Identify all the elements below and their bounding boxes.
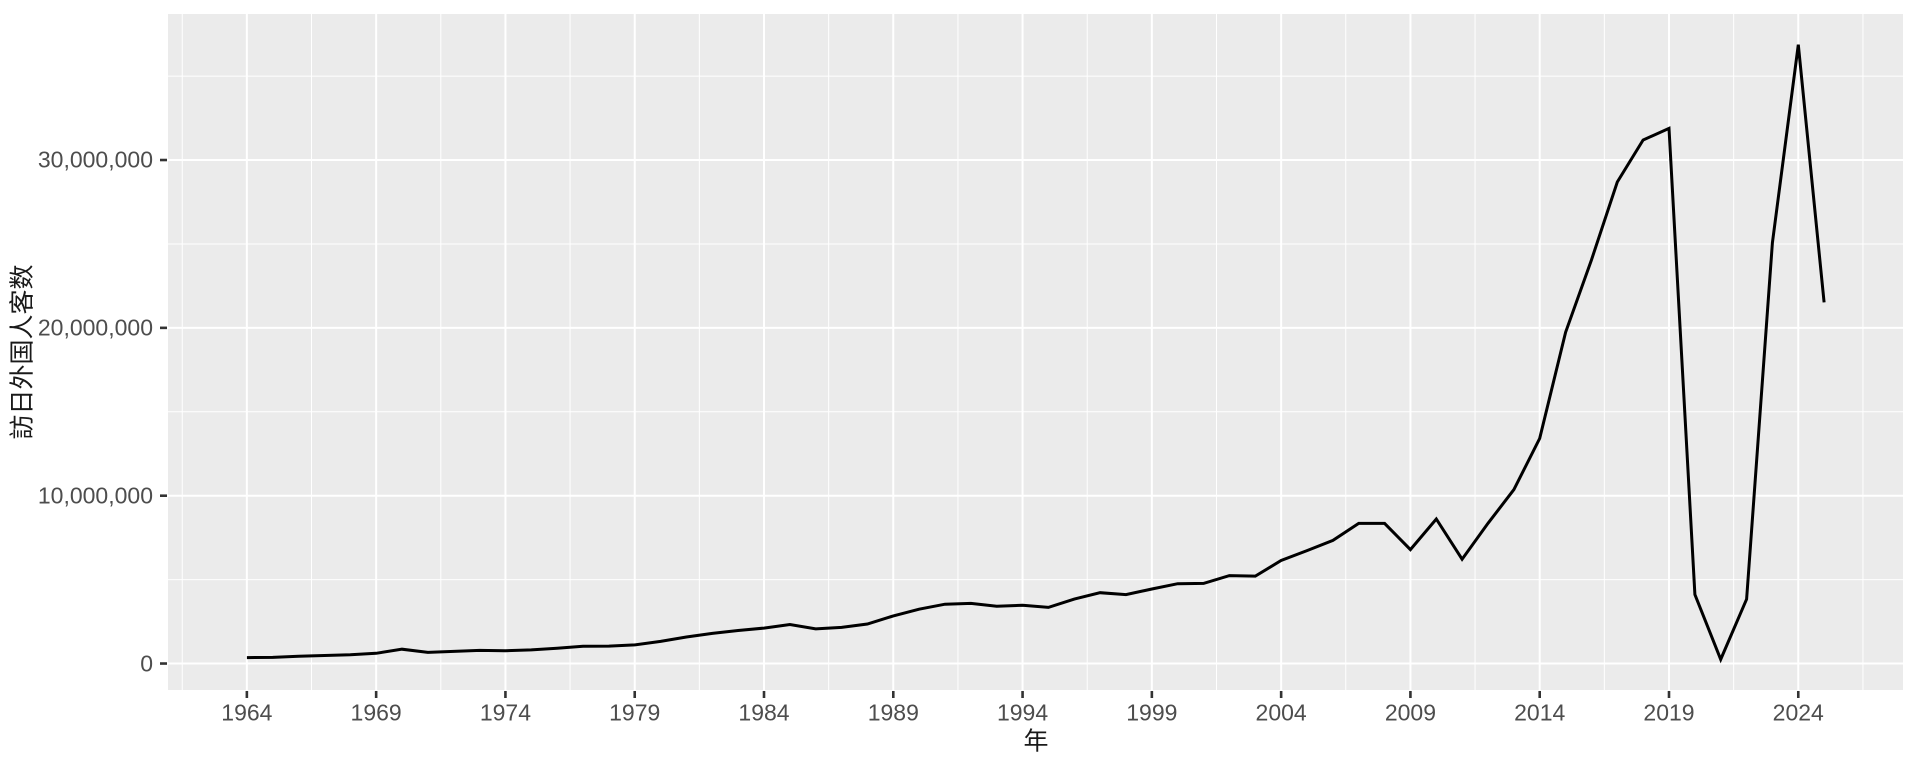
- plot-panel: [168, 14, 1903, 690]
- y-axis-title: 訪日外国人客数: [8, 264, 37, 440]
- x-tick-label: 1999: [1126, 699, 1178, 726]
- x-tick-label: 1969: [350, 699, 402, 726]
- x-tick-label: 1984: [738, 699, 790, 726]
- x-axis-title: 年: [1023, 727, 1049, 756]
- x-tick-label: 2009: [1384, 699, 1437, 726]
- x-tick-label: 2019: [1643, 699, 1695, 726]
- x-tick-label: 2004: [1255, 699, 1307, 726]
- x-tick-label: 1994: [996, 699, 1049, 726]
- x-tick-label: 2014: [1514, 699, 1566, 726]
- x-tick-label: 1964: [221, 699, 273, 726]
- y-tick-label: 10,000,000: [37, 482, 153, 509]
- y-tick-label: 0: [140, 650, 153, 677]
- x-tick-label: 2024: [1772, 699, 1824, 726]
- visitors-line-series: [246, 44, 1826, 664]
- x-tick-label: 1989: [867, 699, 919, 726]
- y-tick-label: 20,000,000: [37, 314, 153, 341]
- x-tick-label: 1979: [609, 699, 661, 726]
- x-tick-label: 1974: [479, 699, 532, 726]
- y-tick-label: 30,000,000: [37, 146, 153, 173]
